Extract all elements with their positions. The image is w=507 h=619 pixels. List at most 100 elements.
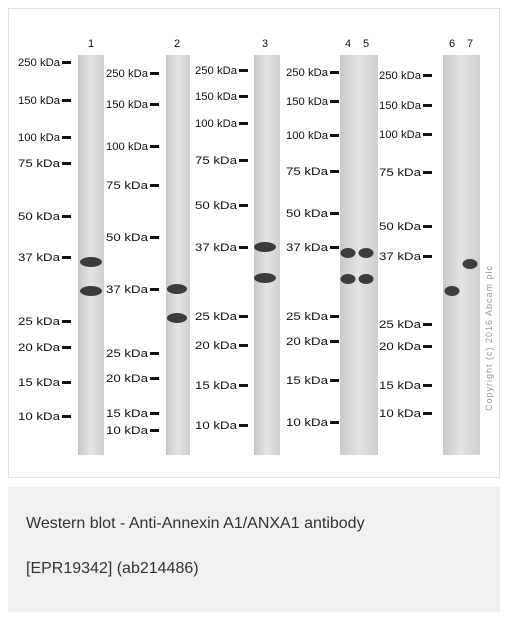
marker-dash bbox=[239, 246, 248, 249]
marker-label: 75 kDa bbox=[286, 166, 329, 178]
marker-dash bbox=[62, 415, 71, 418]
marker-dash bbox=[239, 315, 248, 318]
marker-label: 100 kDa bbox=[195, 118, 238, 130]
marker-label: 100 kDa bbox=[18, 132, 61, 144]
marker-label: 37 kDa bbox=[195, 242, 238, 254]
protein-band bbox=[254, 242, 276, 252]
marker-label: 50 kDa bbox=[106, 232, 149, 244]
marker-dash bbox=[62, 346, 71, 349]
caption-box: Western blot - Anti-Annexin A1/ANXA1 ant… bbox=[8, 487, 500, 612]
protein-band bbox=[359, 248, 374, 258]
marker-dash bbox=[330, 170, 339, 173]
marker-label: 150 kDa bbox=[106, 99, 149, 111]
marker-dash bbox=[423, 104, 432, 107]
protein-band bbox=[167, 284, 187, 294]
protein-band bbox=[80, 286, 102, 296]
marker-dash bbox=[62, 61, 71, 64]
protein-band bbox=[359, 274, 374, 284]
marker-label: 75 kDa bbox=[379, 167, 422, 179]
marker-label: 150 kDa bbox=[286, 96, 329, 108]
marker-dash bbox=[239, 69, 248, 72]
protein-band bbox=[80, 257, 102, 267]
membrane-strip bbox=[78, 55, 104, 455]
marker-label: 75 kDa bbox=[106, 180, 149, 192]
marker-dash bbox=[423, 384, 432, 387]
marker-dash bbox=[239, 95, 248, 98]
marker-label: 150 kDa bbox=[379, 100, 422, 112]
caption-line: [EPR19342] (ab214486) bbox=[26, 560, 199, 578]
marker-dash bbox=[423, 323, 432, 326]
marker-label: 10 kDa bbox=[18, 411, 61, 423]
marker-label: 50 kDa bbox=[195, 200, 238, 212]
marker-dash bbox=[62, 320, 71, 323]
protein-band bbox=[167, 313, 187, 323]
marker-label: 250 kDa bbox=[379, 70, 422, 82]
marker-dash bbox=[150, 412, 159, 415]
protein-band bbox=[254, 273, 276, 283]
marker-dash bbox=[330, 421, 339, 424]
marker-dash bbox=[423, 412, 432, 415]
page: Copyright (c) 2016 Abcam plc 1250 kDa150… bbox=[0, 0, 507, 619]
marker-dash bbox=[150, 103, 159, 106]
marker-label: 250 kDa bbox=[286, 67, 329, 79]
marker-dash bbox=[62, 215, 71, 218]
membrane-strip bbox=[254, 55, 280, 455]
marker-dash bbox=[62, 99, 71, 102]
marker-dash bbox=[423, 133, 432, 136]
marker-dash bbox=[423, 171, 432, 174]
membrane-strip bbox=[443, 55, 480, 455]
marker-dash bbox=[330, 212, 339, 215]
marker-dash bbox=[423, 255, 432, 258]
marker-label: 10 kDa bbox=[379, 408, 422, 420]
marker-label: 25 kDa bbox=[106, 348, 149, 360]
marker-label: 75 kDa bbox=[195, 155, 238, 167]
marker-dash bbox=[150, 236, 159, 239]
marker-dash bbox=[150, 429, 159, 432]
marker-dash bbox=[330, 246, 339, 249]
marker-label: 20 kDa bbox=[195, 340, 238, 352]
marker-label: 100 kDa bbox=[379, 129, 422, 141]
marker-dash bbox=[150, 352, 159, 355]
marker-label: 75 kDa bbox=[18, 158, 61, 170]
marker-dash bbox=[330, 340, 339, 343]
marker-dash bbox=[423, 225, 432, 228]
marker-label: 100 kDa bbox=[106, 141, 149, 153]
marker-dash bbox=[62, 256, 71, 259]
lane-label: 7 bbox=[467, 38, 473, 50]
marker-dash bbox=[330, 134, 339, 137]
marker-label: 15 kDa bbox=[195, 380, 238, 392]
marker-label: 250 kDa bbox=[106, 68, 149, 80]
marker-label: 25 kDa bbox=[379, 319, 422, 331]
marker-dash bbox=[62, 162, 71, 165]
marker-dash bbox=[239, 204, 248, 207]
marker-label: 25 kDa bbox=[18, 316, 61, 328]
marker-dash bbox=[330, 315, 339, 318]
marker-label: 37 kDa bbox=[106, 284, 149, 296]
marker-label: 15 kDa bbox=[106, 408, 149, 420]
marker-dash bbox=[150, 145, 159, 148]
marker-label: 250 kDa bbox=[18, 57, 61, 69]
marker-label: 150 kDa bbox=[195, 91, 238, 103]
marker-dash bbox=[239, 384, 248, 387]
marker-label: 37 kDa bbox=[286, 242, 329, 254]
protein-band bbox=[445, 286, 460, 296]
protein-band bbox=[341, 274, 356, 284]
lane-label: 2 bbox=[174, 38, 180, 50]
marker-dash bbox=[239, 159, 248, 162]
marker-label: 10 kDa bbox=[286, 417, 329, 429]
marker-dash bbox=[330, 379, 339, 382]
lane-label: 3 bbox=[262, 38, 268, 50]
marker-dash bbox=[62, 136, 71, 139]
marker-label: 100 kDa bbox=[286, 130, 329, 142]
marker-label: 250 kDa bbox=[195, 65, 238, 77]
marker-label: 20 kDa bbox=[286, 336, 329, 348]
marker-label: 10 kDa bbox=[106, 425, 149, 437]
marker-dash bbox=[239, 122, 248, 125]
marker-label: 10 kDa bbox=[195, 420, 238, 432]
lane-label: 1 bbox=[88, 38, 94, 50]
marker-label: 50 kDa bbox=[379, 221, 422, 233]
protein-band bbox=[341, 248, 356, 258]
marker-label: 25 kDa bbox=[195, 311, 238, 323]
marker-label: 20 kDa bbox=[379, 341, 422, 353]
